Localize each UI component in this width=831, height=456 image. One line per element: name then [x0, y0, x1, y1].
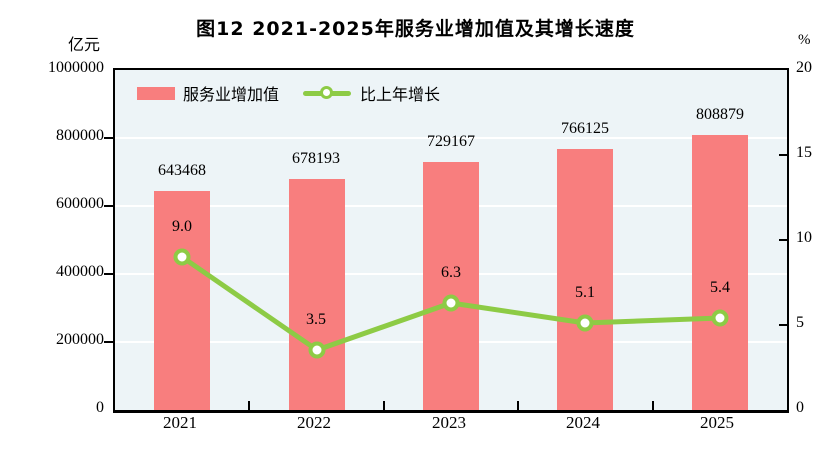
- bar-2025: [692, 135, 748, 410]
- right-tickmark: [779, 324, 787, 326]
- bottom-tickmark: [517, 401, 519, 410]
- legend: 服务业增加值 比上年增长: [137, 81, 440, 105]
- bar-2024: [557, 149, 613, 410]
- bar-value-label: 678193: [292, 150, 340, 167]
- bar-value-label: 643468: [158, 162, 206, 179]
- growth-line-chart: [173, 248, 729, 359]
- legend-bar-label: 服务业增加值: [183, 87, 280, 104]
- rate-value-label: 5.4: [710, 279, 730, 296]
- x-axis-label-2023: 2023: [432, 413, 466, 432]
- line-marker-2025: [711, 309, 729, 327]
- rate-value-label: 6.3: [441, 264, 461, 281]
- rate-value-label: 3.5: [306, 311, 326, 328]
- legend-line-marker-icon: [303, 85, 352, 101]
- line-marker-2021: [173, 248, 191, 266]
- plot-area: 643468 678193 729167 766125 808879 9.0 3…: [104, 68, 789, 413]
- bar-2022: [289, 179, 345, 410]
- line-marker-2023: [442, 294, 460, 312]
- right-tickmark: [779, 154, 787, 156]
- x-axis-label-2025: 2025: [700, 413, 734, 432]
- bottom-tickmark: [652, 401, 654, 410]
- x-axis-label-2024: 2024: [566, 413, 600, 432]
- legend-line-label: 比上年增长: [360, 87, 441, 104]
- x-axis-label-2021: 2021: [163, 413, 197, 432]
- bar-2021: [154, 191, 210, 410]
- bar-value-label: 808879: [696, 106, 744, 123]
- left-tickmark: [104, 137, 113, 139]
- left-axis-tick: 1000000: [48, 59, 104, 76]
- line-marker-2024: [576, 314, 594, 332]
- chart-title: 图12 2021-2025年服务业增加值及其增长速度: [196, 18, 635, 40]
- right-axis-tick: 5: [796, 314, 804, 331]
- bottom-tickmark: [248, 401, 250, 410]
- legend-bar-swatch-icon: [137, 86, 175, 100]
- left-axis-tick: 400000: [56, 263, 104, 280]
- left-axis-tick: 800000: [56, 127, 104, 144]
- left-axis-tick: 600000: [56, 195, 104, 212]
- right-axis-tick: 10: [796, 229, 812, 246]
- right-axis-unit: %: [798, 32, 811, 48]
- right-axis-tick: 15: [796, 144, 812, 161]
- rate-value-label: 9.0: [172, 218, 192, 235]
- right-axis-tick: 20: [796, 59, 812, 76]
- rate-value-label: 5.1: [575, 284, 595, 301]
- bar-2023: [423, 162, 479, 410]
- left-tickmark: [104, 273, 113, 275]
- bottom-tickmark: [383, 401, 385, 410]
- left-tickmark: [104, 341, 113, 343]
- left-axis-tick: 0: [96, 399, 104, 416]
- right-axis-tick: 0: [796, 399, 804, 416]
- left-axis-unit: 亿元: [67, 37, 100, 54]
- line-marker-2022: [308, 341, 326, 359]
- gridline-800000: [115, 137, 787, 139]
- legend-circle-marker-icon: [320, 86, 334, 99]
- x-axis-label-2022: 2022: [297, 413, 331, 432]
- left-axis-tick: 200000: [56, 331, 104, 348]
- right-tickmark: [779, 239, 787, 241]
- bar-value-label: 729167: [427, 133, 475, 150]
- left-tickmark: [104, 205, 113, 207]
- bar-value-label: 766125: [561, 120, 609, 137]
